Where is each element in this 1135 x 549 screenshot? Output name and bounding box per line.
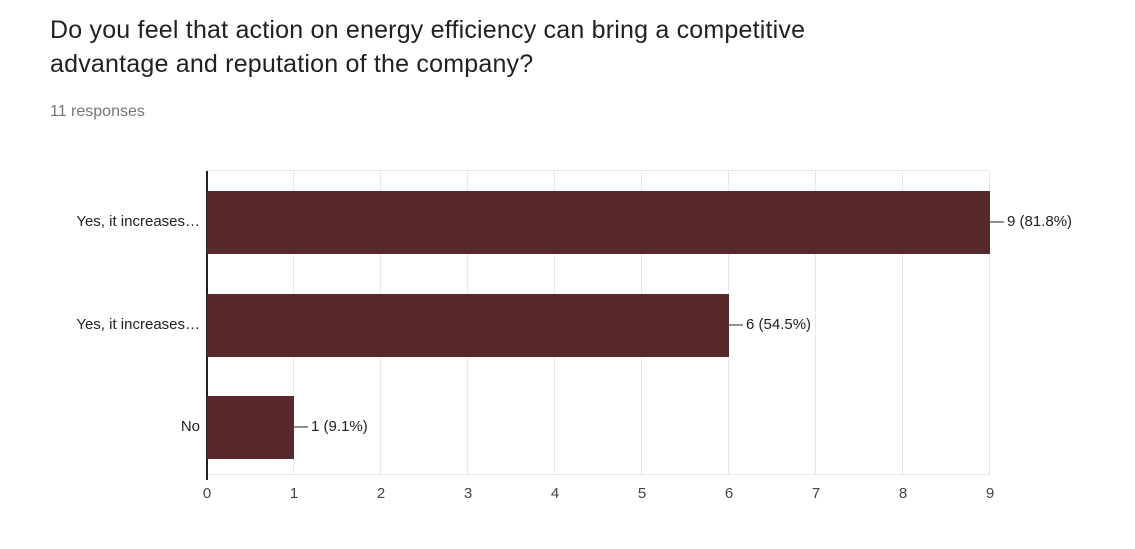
- leader-line: [729, 323, 743, 326]
- x-tick-label: 6: [724, 485, 734, 502]
- x-tick-label: 1: [289, 485, 299, 502]
- gridline: [902, 171, 903, 474]
- x-tick-label: 3: [463, 485, 473, 502]
- x-tick-label: 5: [637, 485, 647, 502]
- leader-line: [990, 220, 1004, 223]
- x-tick-label: 4: [550, 485, 560, 502]
- gridline: [815, 171, 816, 474]
- plot-area: [206, 170, 990, 480]
- x-tick-label: 7: [811, 485, 821, 502]
- bar: [207, 191, 990, 254]
- x-tick-label: 8: [898, 485, 908, 502]
- gridline: [989, 171, 990, 474]
- x-tick-label: 2: [376, 485, 386, 502]
- responses-count: 11 responses: [50, 103, 145, 120]
- category-label: Yes, it increases…: [76, 315, 200, 333]
- bar: [207, 294, 729, 357]
- category-label: Yes, it increases…: [76, 212, 200, 230]
- bar-value-label: 6 (54.5%): [746, 315, 812, 333]
- bar: [207, 396, 294, 459]
- x-tick-label: 0: [202, 485, 212, 502]
- question-title: Do you feel that action on energy effici…: [50, 13, 1030, 81]
- bar-value-label: 1 (9.1%): [311, 417, 368, 435]
- x-tick-label: 9: [985, 485, 995, 502]
- category-label: No: [180, 417, 200, 435]
- question-title-line2: advantage and reputation of the company?: [50, 50, 534, 78]
- question-title-line1: Do you feel that action on energy effici…: [50, 16, 806, 44]
- bar-value-label: 9 (81.8%): [1007, 212, 1073, 230]
- leader-line: [294, 425, 308, 428]
